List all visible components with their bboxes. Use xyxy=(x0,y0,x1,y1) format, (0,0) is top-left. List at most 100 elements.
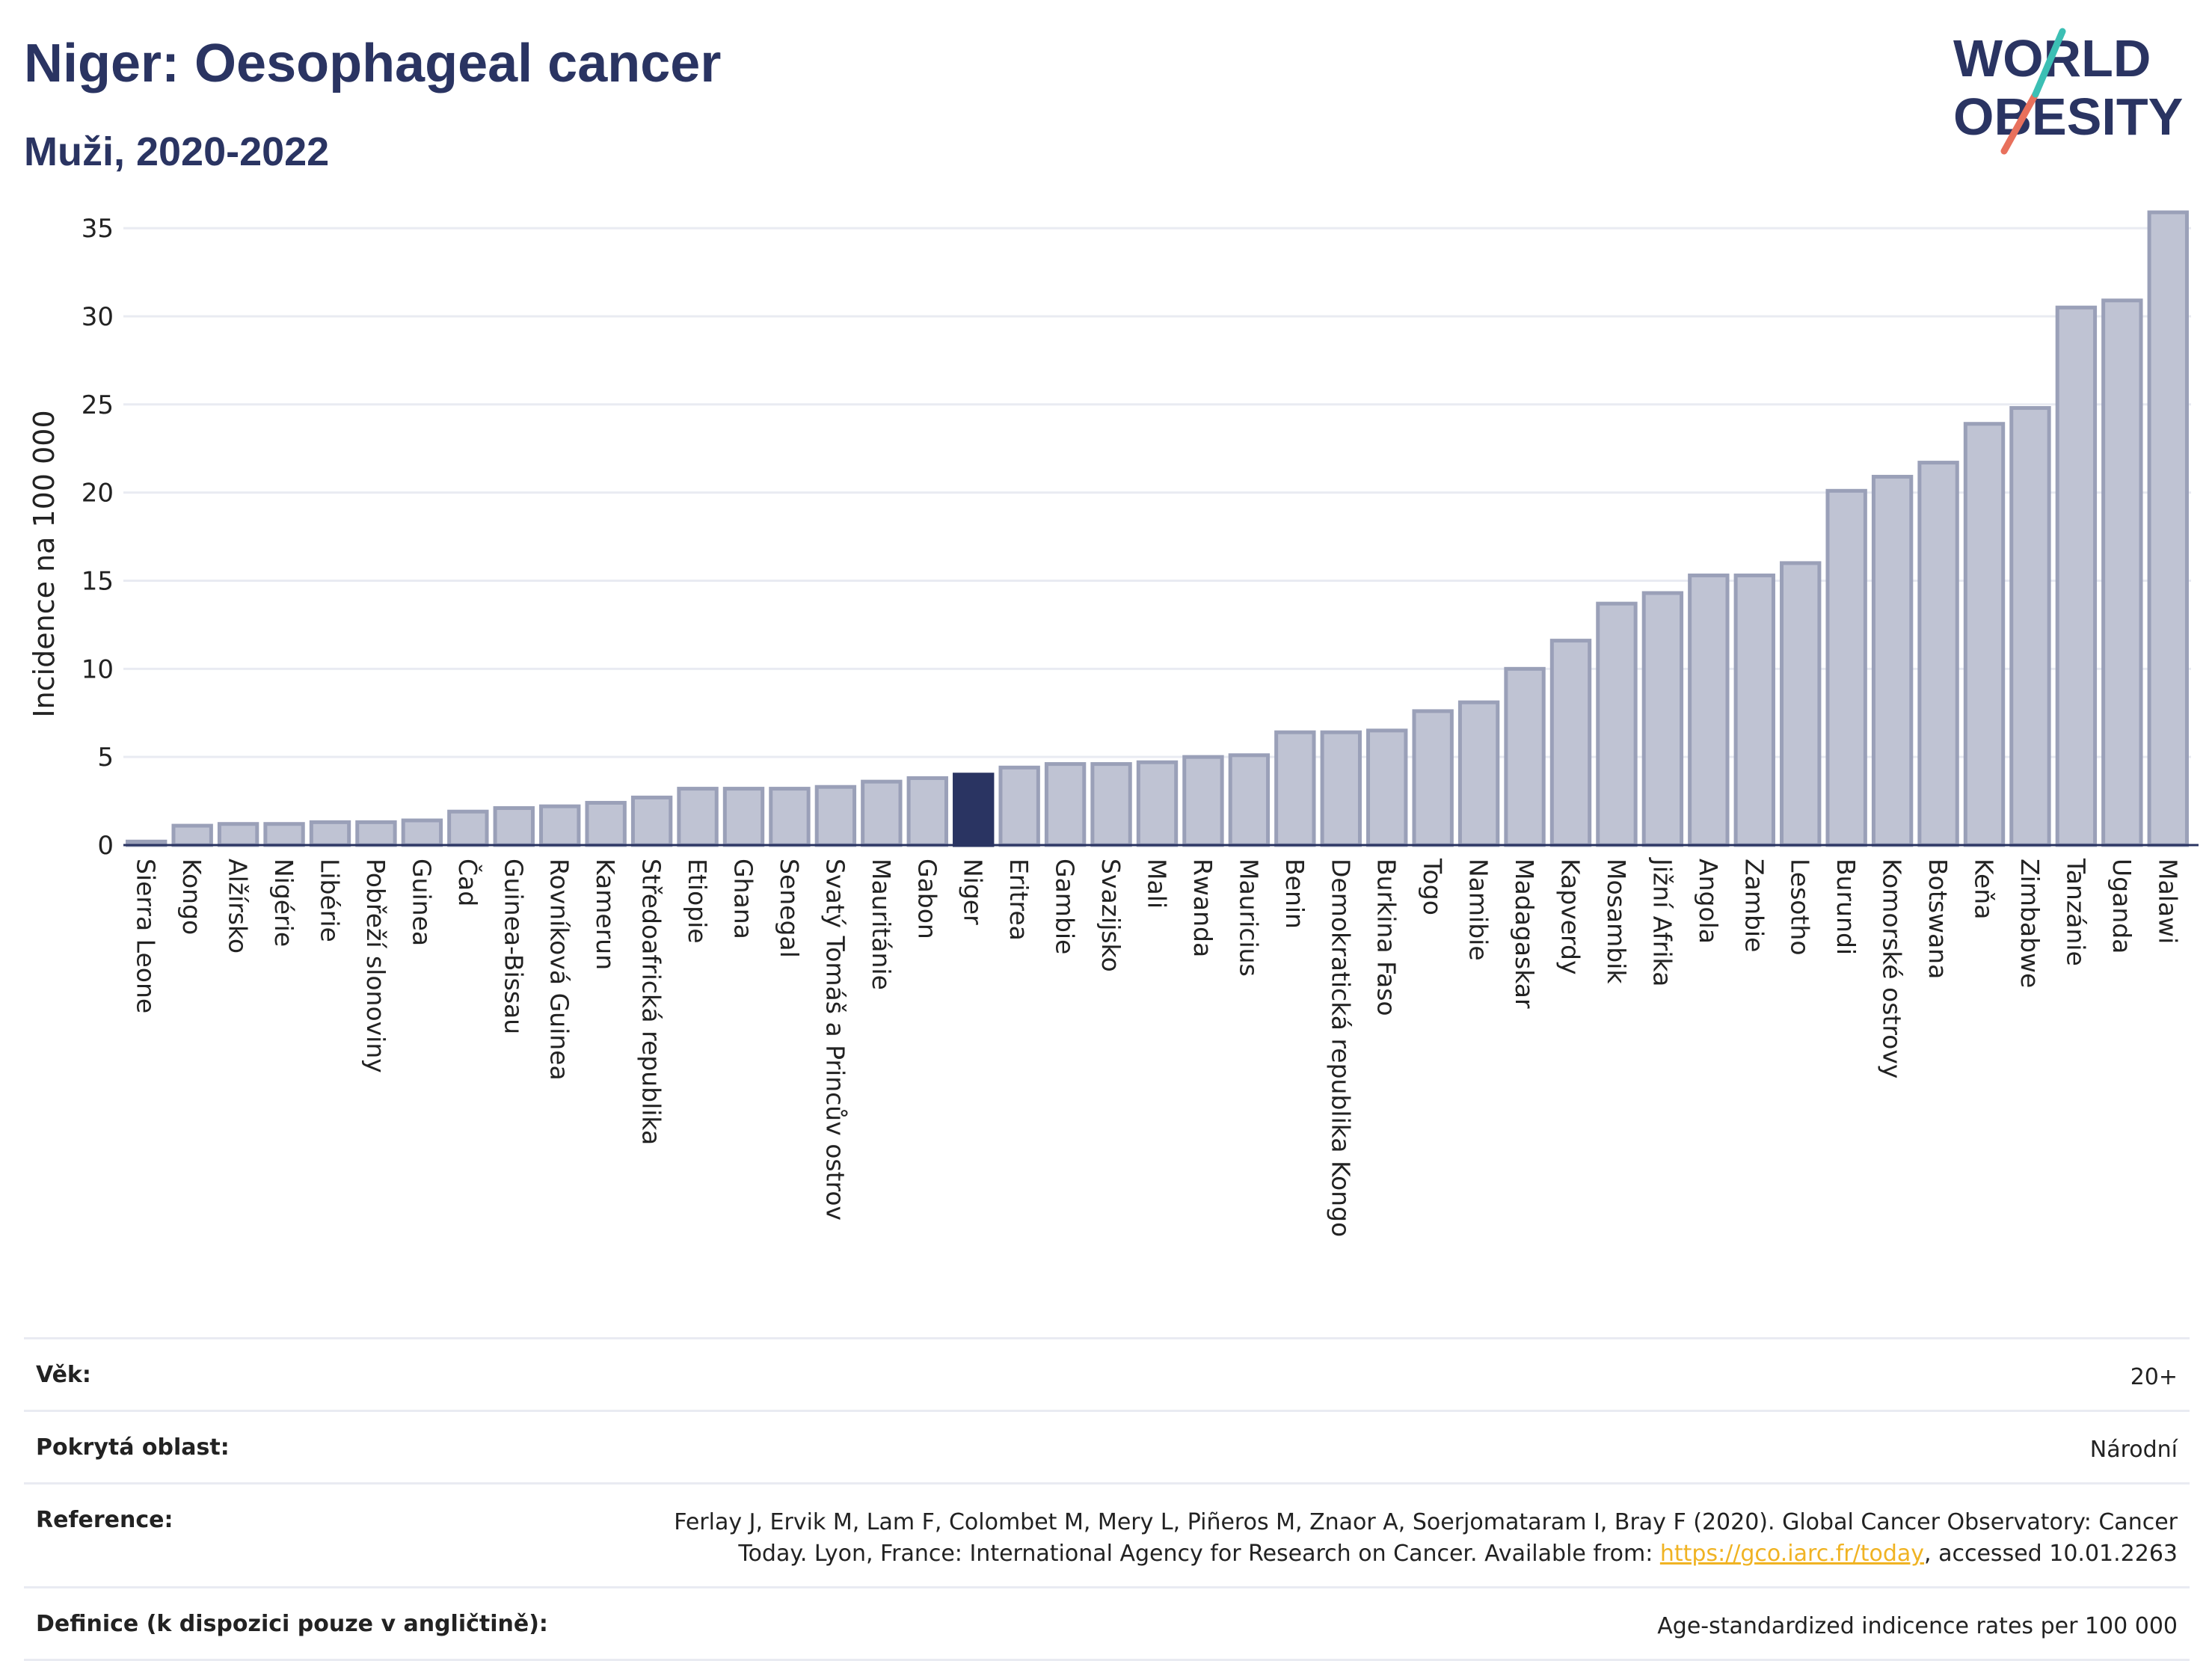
reference-line2-suffix: , accessed 10.01.2263 xyxy=(1924,1541,2178,1567)
x-tick-label: Pobřeží slonoviny xyxy=(361,859,390,1073)
bar xyxy=(1044,762,1087,847)
x-tick-label: Guinea-Bissau xyxy=(499,859,528,1034)
x-tick-label: Svazijsko xyxy=(1096,859,1125,972)
axis-labels: 0 5 10 15 20 25 30 35 Sierra Leone Kongo Alžírsko N… xyxy=(28,214,2182,1237)
bar xyxy=(1136,760,1179,847)
y-tick-label: 25 xyxy=(82,390,114,420)
bars xyxy=(126,210,2189,847)
bar xyxy=(769,787,811,847)
x-tick-label: Zambie xyxy=(1739,859,1769,952)
x-tick-label: Ghana xyxy=(729,859,758,939)
x-tick-label: Gabon xyxy=(912,859,941,939)
area-label: Pokrytá oblast: xyxy=(36,1434,230,1461)
y-tick-label: 0 xyxy=(97,831,114,861)
bar-chart: 0 5 10 15 20 25 30 35 Sierra Leone Kongo Alžírsko N… xyxy=(28,210,2199,1237)
bar xyxy=(1963,422,2006,847)
x-tick-label: Madagaskar xyxy=(1510,859,1539,1009)
x-tick-label: Kapverdy xyxy=(1556,859,1585,975)
info-row-definition: Definice (k dispozici pouze v angličtině… xyxy=(24,1586,2190,1661)
x-tick-label: Mali xyxy=(1143,859,1172,909)
x-tick-label: Burundi xyxy=(1831,859,1861,955)
info-table: Věk: 20+ Pokrytá oblast: Národní Referen… xyxy=(24,1337,2190,1661)
x-tick-label: Středoafrická republika xyxy=(637,859,666,1145)
bar xyxy=(1366,728,1408,847)
info-row-area: Pokrytá oblast: Národní xyxy=(24,1410,2190,1482)
x-tick-label: Tanzánie xyxy=(2061,858,2090,966)
bar xyxy=(2009,406,2051,847)
bar xyxy=(1871,474,1914,847)
page-subtitle: Muži, 2020-2022 xyxy=(24,129,330,174)
bar xyxy=(217,822,259,847)
x-tick-label: Burkina Faso xyxy=(1372,859,1401,1016)
x-tick-label: Benin xyxy=(1280,859,1309,929)
bar xyxy=(1182,755,1224,847)
x-tick-label: Lesotho xyxy=(1786,859,1815,956)
reference-label: Reference: xyxy=(36,1507,173,1533)
x-tick-label: Etiopie xyxy=(683,859,712,944)
x-tick-label: Malawi xyxy=(2153,859,2182,944)
x-tick-label: Komorské ostrovy xyxy=(1878,859,1907,1078)
info-row-age: Věk: 20+ xyxy=(24,1337,2190,1410)
x-tick-label: Libérie xyxy=(316,859,345,942)
y-tick-label: 30 xyxy=(82,302,114,332)
x-tick-label: Mauricius xyxy=(1234,859,1263,977)
x-tick-label: Rovníková Guinea xyxy=(545,859,574,1081)
definition-value: Age-standardized indicence rates per 100… xyxy=(1657,1613,2178,1639)
x-tick-label: Zimbabwe xyxy=(2015,859,2044,988)
bar xyxy=(309,820,351,847)
bar xyxy=(1688,573,1730,847)
bar xyxy=(1641,591,1684,847)
x-tick-label: Kongo xyxy=(177,859,206,935)
logo-slash-red xyxy=(2000,90,2039,155)
bar xyxy=(630,795,673,847)
x-tick-label: Niger xyxy=(959,859,988,925)
x-tick-label: Togo xyxy=(1418,858,1447,915)
area-value: Národní xyxy=(2089,1437,2178,1463)
bar xyxy=(1320,730,1362,847)
age-value: 20+ xyxy=(2130,1364,2178,1390)
bar xyxy=(1228,753,1271,847)
x-tick-label: Jižní Afrika xyxy=(1647,857,1677,986)
bar xyxy=(998,765,1040,847)
y-tick-label: 35 xyxy=(82,214,114,244)
bar xyxy=(814,785,857,847)
y-tick-label: 5 xyxy=(97,743,114,773)
y-tick-label: 20 xyxy=(82,479,114,509)
y-tick-label: 15 xyxy=(82,566,114,596)
age-label: Věk: xyxy=(36,1362,91,1388)
bar xyxy=(447,809,489,847)
bar xyxy=(171,823,213,847)
info-row-reference: Reference: Ferlay J, Ervik M, Lam F, Col… xyxy=(24,1482,2190,1586)
x-tick-label: Eritrea xyxy=(1004,859,1033,941)
bar xyxy=(861,779,903,847)
bar xyxy=(1090,762,1132,847)
x-tick-label: Nigérie xyxy=(269,859,298,947)
logo-slash-teal xyxy=(2032,28,2066,98)
definition-label: Definice (k dispozici pouze v angličtině… xyxy=(36,1611,548,1637)
x-tick-label: Uganda xyxy=(2107,859,2136,954)
x-tick-label: Mosambik xyxy=(1602,859,1631,984)
logo-text-obesity: OBESITY xyxy=(1953,87,2183,146)
x-tick-label: Sierra Leone xyxy=(132,859,161,1013)
x-tick-label: Kamerun xyxy=(591,859,620,970)
x-tick-label: Keňa xyxy=(1970,859,1999,919)
bar xyxy=(1412,709,1454,847)
bar xyxy=(2101,298,2143,847)
bar xyxy=(1457,700,1500,847)
bar xyxy=(1825,488,1867,847)
x-tick-label: Alžírsko xyxy=(224,859,253,954)
bar xyxy=(1596,601,1638,847)
reference-line1: Ferlay J, Ervik M, Lam F, Colombet M, Me… xyxy=(674,1509,2178,1535)
reference-line2-prefix: Today. Lyon, France: International Agenc… xyxy=(738,1541,1660,1567)
x-tick-label: Namibie xyxy=(1464,859,1493,961)
x-tick-label: Demokratická republika Kongo xyxy=(1326,859,1355,1237)
page-title: Niger: Oesophageal cancer xyxy=(24,34,722,93)
bar xyxy=(401,818,443,847)
x-tick-label: Svatý Tomáš a Princův ostrov xyxy=(820,859,850,1221)
reference-link[interactable]: https://gco.iarc.fr/today xyxy=(1659,1541,1925,1567)
bar xyxy=(1917,461,1959,847)
reference-value: Ferlay J, Ervik M, Lam F, Colombet M, Me… xyxy=(674,1507,2178,1570)
x-tick-label: Guinea xyxy=(407,859,436,946)
y-tick-label: 10 xyxy=(82,654,114,684)
bar xyxy=(677,787,719,847)
